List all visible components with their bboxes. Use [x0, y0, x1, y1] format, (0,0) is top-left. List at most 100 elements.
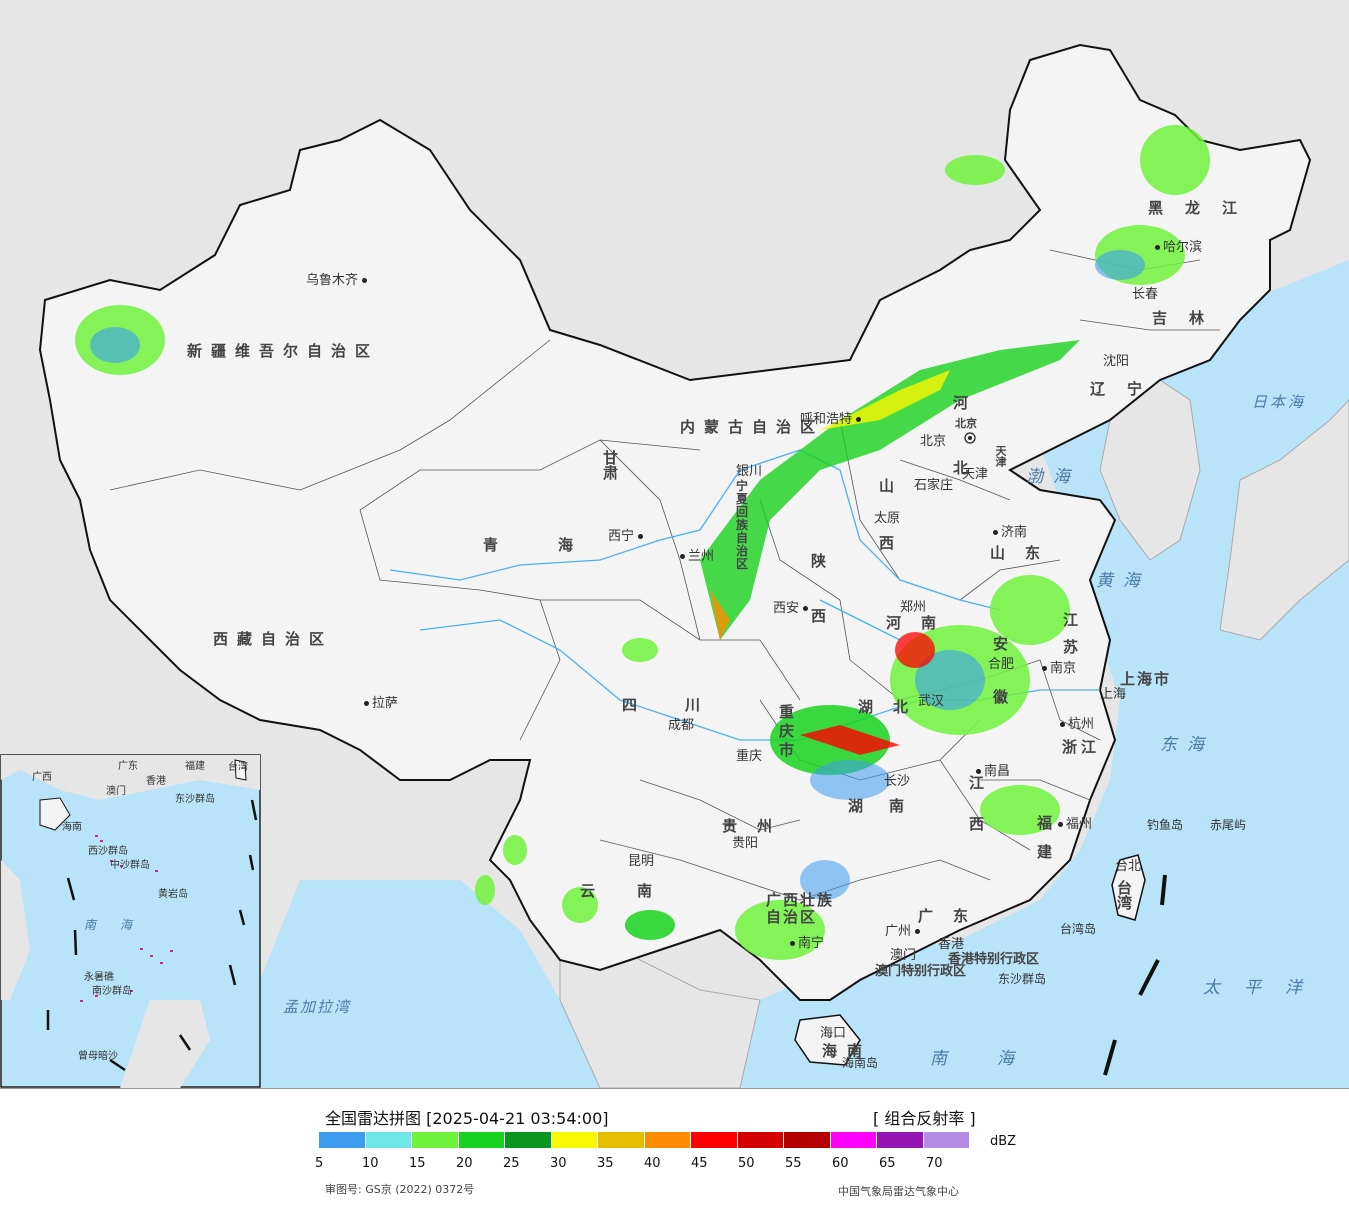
city-lhasa: 拉萨	[364, 692, 398, 711]
province-taiwan: 台湾	[1115, 880, 1133, 910]
city-chongqing: 重庆	[736, 749, 763, 764]
inset-label-guangxi: 广西	[32, 772, 52, 783]
china-landmass	[38, 43, 1312, 1001]
colorbar-cell-6	[598, 1132, 645, 1148]
colorbar-cell-13	[923, 1132, 970, 1148]
inset-sea-nanhai: 南海	[84, 918, 157, 932]
province-gansu: 甘肃	[601, 450, 619, 480]
province-guangxi: 广西壮族自治区	[766, 891, 835, 926]
province-xinjiang: 新疆维吾尔自治区	[187, 342, 380, 360]
inset-label-guangdong: 广东	[118, 761, 138, 772]
city-wuhan: 武汉	[918, 694, 945, 709]
city-yinchuan: 银川	[736, 464, 763, 479]
radar-map: 新疆维吾尔自治区 西藏自治区 青海 甘肃 内蒙古自治区 黑龙江 吉林 辽宁 河北…	[0, 0, 1349, 1088]
colorbar-tick-5: 5	[315, 1156, 324, 1171]
province-guangdong: 广东	[918, 907, 989, 925]
inset-label-xisha: 西沙群岛	[88, 846, 128, 857]
colorbar-cell-2	[412, 1132, 459, 1148]
city-haikou: 海口	[820, 1026, 847, 1041]
province-guizhou: 贵州	[722, 817, 793, 835]
province-liaoning: 辽宁	[1090, 380, 1165, 398]
colorbar-cell-10	[784, 1132, 831, 1148]
province-hebei: 河北	[951, 395, 969, 525]
colorbar-cell-1	[365, 1132, 412, 1148]
sea-huanghai: 黄海	[1096, 571, 1150, 591]
colorbar-tick-55: 55	[785, 1156, 802, 1171]
legend-title: 全国雷达拼图 [2025-04-21 03:54:00]	[325, 1109, 609, 1128]
province-shanghai: 上海市	[1120, 670, 1172, 688]
province-xizang: 西藏自治区	[213, 630, 334, 648]
city-nanchang: 南昌	[976, 760, 1010, 779]
inset-label-huangyan: 黄岩岛	[158, 889, 188, 900]
map-canvas	[0, 0, 1349, 1088]
legend-unit: dBZ	[990, 1134, 1017, 1149]
colorbar-cell-0	[319, 1132, 366, 1148]
colorbar-tick-20: 20	[456, 1156, 473, 1171]
city-shijiazhuang: 石家庄	[914, 478, 954, 493]
colorbar-cell-11	[830, 1132, 877, 1148]
province-heilongjiang: 黑龙江	[1148, 199, 1260, 217]
city-hohhot: 呼和浩特	[800, 408, 864, 427]
inset-label-macao: 澳门	[106, 786, 126, 797]
city-xining: 西宁	[608, 525, 646, 544]
city-hefei: 合肥	[988, 657, 1015, 672]
city-macao: 澳门	[890, 948, 917, 963]
city-taipei: 台北	[1115, 859, 1142, 874]
city-kunming: 昆明	[628, 854, 655, 869]
province-shanxi: 山西	[877, 478, 895, 592]
colorbar-tick-25: 25	[503, 1156, 520, 1171]
province-anhui: 安徽	[991, 636, 1009, 742]
city-hangzhou: 杭州	[1060, 713, 1094, 732]
colorbar-cell-5	[551, 1132, 598, 1148]
colorbar-tick-10: 10	[362, 1156, 379, 1171]
colorbar-tick-35: 35	[597, 1156, 614, 1171]
colorbar-cell-7	[644, 1132, 691, 1148]
radar-echoes	[75, 125, 1210, 960]
city-beijing: 北京	[920, 434, 947, 449]
city-tianjin: 天津	[962, 467, 989, 482]
sea-nanhai: 南海	[930, 1049, 1064, 1069]
colorbar-tick-65: 65	[879, 1156, 896, 1171]
inset-label-zengmu: 曾母暗沙	[78, 1051, 118, 1062]
island-chiwei: 赤尾屿	[1210, 818, 1247, 832]
inset-label-taiwan: 台湾	[228, 762, 248, 773]
colorbar-tick-30: 30	[550, 1156, 567, 1171]
province-henan: 河南	[886, 614, 957, 632]
colorbar-cell-8	[691, 1132, 738, 1148]
inset-label-hainan: 海南	[62, 822, 82, 833]
city-guiyang: 贵阳	[732, 836, 759, 851]
inset-label-yongshu: 永暑礁	[84, 972, 114, 983]
province-hongkong: 香港特别行政区	[948, 952, 1040, 967]
city-shanghai: 上海	[1100, 687, 1127, 702]
city-harbin: 哈尔滨	[1155, 236, 1202, 255]
province-chongqing: 重庆市	[777, 704, 795, 761]
city-changchun: 长春	[1132, 287, 1159, 302]
province-hubei: 湖北	[858, 698, 929, 716]
sea-bohai: 渤海	[1026, 467, 1080, 487]
colorbar-tick-40: 40	[644, 1156, 661, 1171]
island-hainan: 海南岛	[842, 1056, 879, 1070]
city-jinan: 济南	[993, 521, 1027, 540]
province-sichuan: 四川	[622, 696, 749, 714]
source-credit: 中国气象局雷达气象中心	[838, 1185, 959, 1198]
city-hongkong: 香港	[938, 937, 965, 952]
island-taiwan: 台湾岛	[1060, 922, 1097, 936]
inset-label-zhongsha: 中沙群岛	[110, 860, 150, 871]
inset-label-fujian: 福建	[185, 761, 205, 772]
city-xian: 西安	[773, 597, 811, 616]
city-lanzhou: 兰州	[680, 545, 714, 564]
colorbar-cell-4	[505, 1132, 552, 1148]
colorbar	[319, 1132, 970, 1148]
city-shenyang: 沈阳	[1103, 354, 1130, 369]
city-taiyuan: 太原	[874, 511, 901, 526]
province-macao: 澳门特别行政区	[875, 964, 967, 979]
province-tianjin: 天津	[994, 445, 1007, 467]
province-zhejiang: 浙江	[1062, 738, 1101, 756]
province-shaanxi: 陕西	[809, 553, 827, 663]
city-changsha: 长沙	[884, 774, 911, 789]
legend-panel: 全国雷达拼图 [2025-04-21 03:54:00] [ 组合反射率 ] 5…	[0, 1088, 1349, 1209]
sea-donghai: 东海	[1160, 735, 1214, 755]
province-qinghai: 青海	[483, 536, 634, 554]
approval-number: 审图号: GS京 (2022) 0372号	[325, 1183, 475, 1196]
colorbar-ticks: 5 10 15 20 25 30 35 40 45 50 55 60 65 70	[309, 1156, 949, 1174]
